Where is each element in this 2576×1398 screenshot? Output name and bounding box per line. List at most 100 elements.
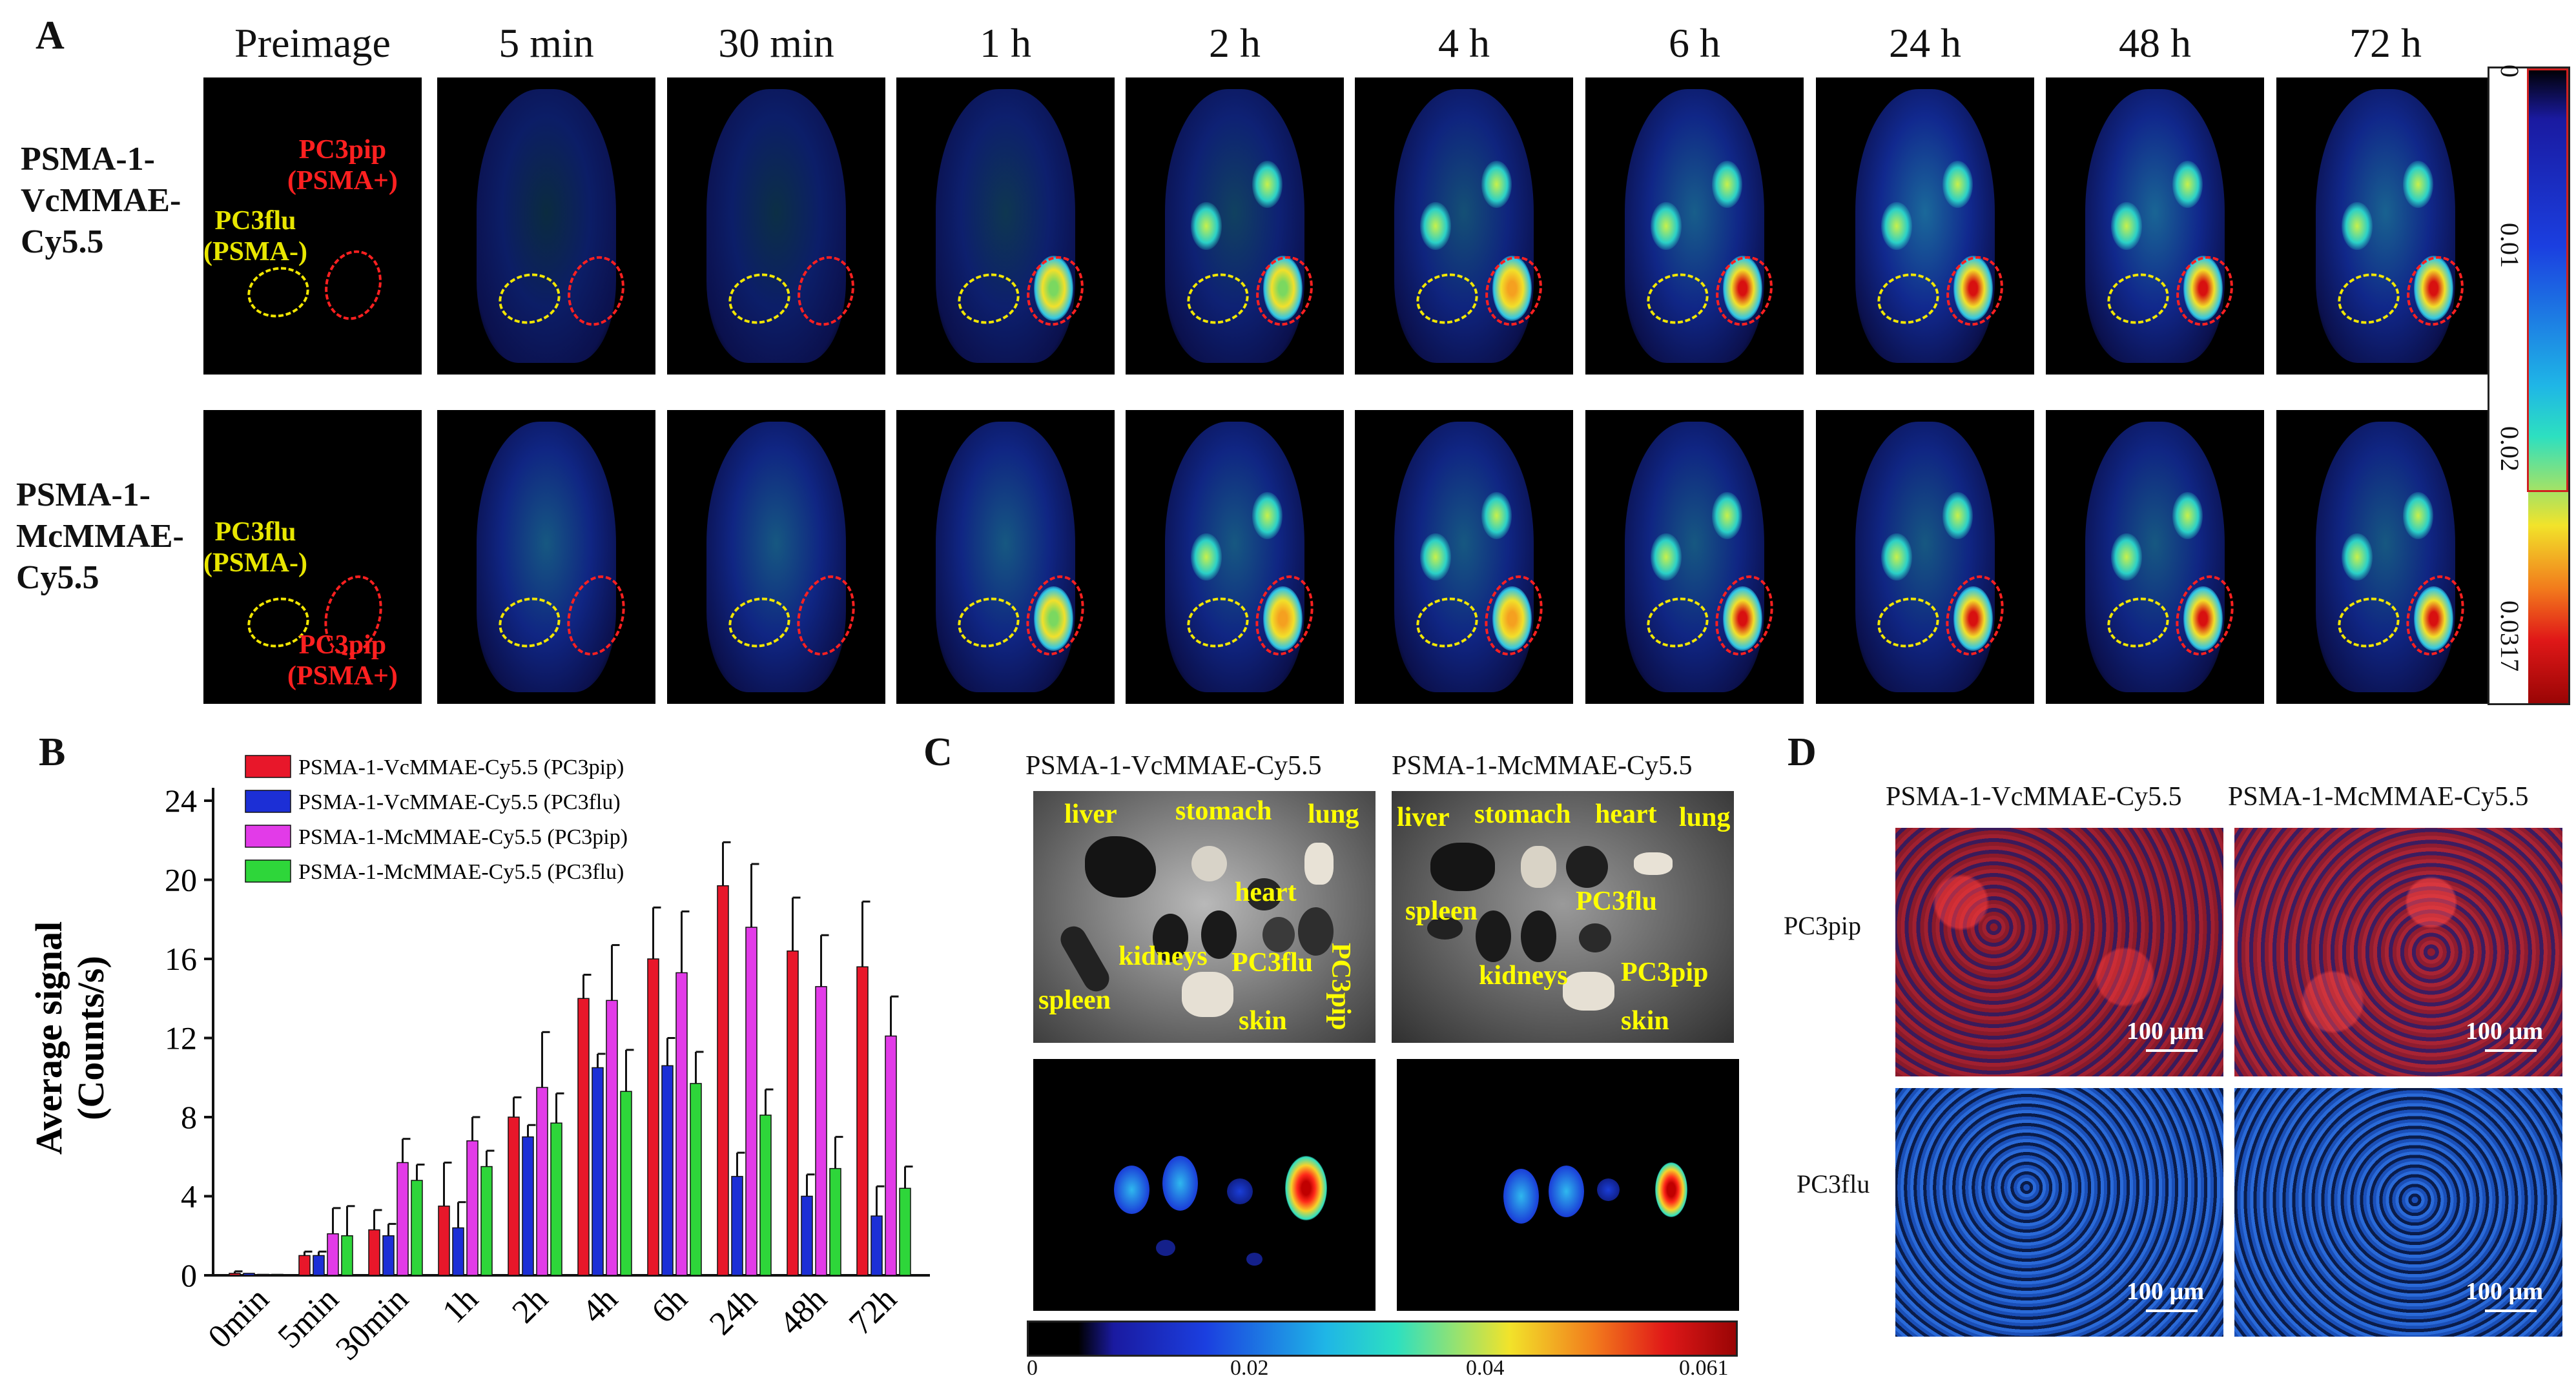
organ-glow	[1942, 160, 1973, 209]
organ-heart	[1566, 846, 1608, 888]
bar	[508, 1116, 520, 1276]
tumor-signal	[1722, 256, 1762, 322]
mouse-body	[476, 422, 617, 692]
annotation-line: (PSMA+)	[287, 661, 398, 691]
organ-glow	[1881, 202, 1912, 250]
bar	[243, 1273, 255, 1276]
organ-spleen	[1427, 917, 1463, 940]
colorbar-a-tick: 0.01	[2495, 223, 2524, 268]
mouse-fluorescence-image	[1126, 410, 1344, 704]
bar	[717, 885, 729, 1276]
organ-glow	[2172, 160, 2203, 209]
row-label-line: Cy5.5	[21, 223, 104, 260]
timepoint-label: 2 h	[1209, 20, 1261, 66]
histology-title-right: PSMA-1-McMMAE-Cy5.5	[2228, 782, 2529, 812]
organ-label: PC3pip	[1326, 943, 1355, 1031]
organ-skin	[1563, 972, 1614, 1011]
kidney-signal	[1503, 1169, 1539, 1224]
bar	[731, 1176, 743, 1276]
row-label-line: PSMA-1-	[21, 141, 155, 178]
row-label-line: Cy5.5	[16, 559, 99, 596]
annotation-line: PC3pip	[298, 135, 387, 165]
organ-lung	[1304, 843, 1334, 885]
timepoint-label: 5 min	[499, 20, 594, 66]
histology-row-label: PC3pip	[1784, 911, 1862, 940]
pc3pip-signal	[1285, 1156, 1327, 1220]
histology-mc-pc3flu: 100 µm	[2234, 1088, 2562, 1337]
panel-b-letter: B	[39, 730, 66, 774]
tumor-signal	[1492, 586, 1532, 652]
annotation-line: PC3flu	[214, 206, 296, 236]
timepoint-label: 4 h	[1438, 20, 1490, 66]
organ-glow	[1712, 492, 1743, 540]
organ-glow	[2342, 533, 2373, 581]
organ-label: liver	[1064, 799, 1117, 829]
kidney-signal	[1549, 1166, 1584, 1217]
y-tick-label: 4	[181, 1178, 197, 1215]
organ-photo-right	[1392, 791, 1734, 1043]
ex-vivo-fluorescence-right	[1397, 1059, 1739, 1311]
bar	[759, 1115, 772, 1276]
organ-pc3flu	[1262, 917, 1295, 952]
organ-label: stomach	[1474, 799, 1571, 829]
bar	[592, 1067, 604, 1276]
organ-liver	[1430, 843, 1495, 891]
colorbar-a-tick: 0.02	[2495, 426, 2524, 471]
organ-label: PC3pip	[1621, 958, 1709, 987]
annotation-line: (PSMA+)	[287, 166, 398, 196]
colorbar-c-tick: 0.04	[1466, 1356, 1505, 1380]
organ-label: heart	[1235, 878, 1297, 907]
scale-bar	[2485, 1049, 2537, 1052]
legend-label: PSMA-1-VcMMAE-Cy5.5 (PC3flu)	[298, 790, 621, 814]
pc3pip-annotation-row2: PC3pip (PSMA+)	[287, 630, 398, 692]
mouse-fluorescence-image	[1585, 77, 1804, 375]
bar	[856, 966, 869, 1276]
organ-kidney	[1521, 910, 1556, 962]
mouse-fluorescence-image	[667, 410, 885, 704]
scale-bar-label: 100 µm	[2465, 1018, 2543, 1045]
organ-label: skin	[1621, 1006, 1669, 1036]
panel-c-letter: C	[923, 730, 953, 774]
legend-swatch	[245, 859, 291, 883]
bar	[787, 951, 799, 1276]
bar	[327, 1233, 339, 1276]
organ-label: heart	[1595, 799, 1657, 829]
timepoint-label: 30 min	[718, 20, 834, 66]
organ-lung	[1634, 852, 1673, 875]
pc3pip-roi-ellipse	[317, 243, 389, 327]
legend-label: PSMA-1-McMMAE-Cy5.5 (PC3flu)	[298, 860, 624, 884]
organ-skin	[1182, 972, 1233, 1017]
bar	[452, 1227, 464, 1276]
histology-title-left: PSMA-1-VcMMAE-Cy5.5	[1886, 782, 2182, 812]
x-tick-label: 6h	[644, 1280, 694, 1330]
scale-bar-label: 100 µm	[2126, 1018, 2204, 1045]
organ-label: PC3flu	[1576, 887, 1657, 916]
timepoint-label: 24 h	[1889, 20, 1961, 66]
bar	[298, 1255, 311, 1276]
annotation-line: (PSMA-)	[203, 548, 307, 578]
pc3pip-signal	[1655, 1162, 1687, 1217]
organ-glow	[1881, 533, 1912, 581]
scale-bar	[2146, 1310, 2198, 1312]
x-tick-label: 30min	[329, 1280, 415, 1367]
organ-heart	[1246, 878, 1282, 910]
bar	[397, 1162, 409, 1276]
tumor-signal	[1953, 586, 1993, 652]
organ-liver	[1085, 836, 1156, 898]
organ-label: lung	[1308, 799, 1359, 829]
bar	[606, 1000, 618, 1276]
organ-glow	[2403, 160, 2434, 209]
organ-label: stomach	[1175, 796, 1272, 826]
scale-bar-label: 100 µm	[2465, 1278, 2543, 1305]
bar	[620, 1091, 632, 1276]
organ-label: lung	[1679, 803, 1731, 832]
x-tick-label: 24h	[703, 1280, 764, 1342]
x-tick-label: 48h	[772, 1280, 834, 1342]
y-axis-label: (Counts/s)	[70, 956, 112, 1120]
organ-glow	[1712, 160, 1743, 209]
organ-photo-left	[1033, 791, 1376, 1043]
mouse-fluorescence-image	[896, 77, 1115, 375]
organ-pc3flu	[1579, 923, 1611, 952]
timepoint-label: 1 h	[980, 20, 1031, 66]
colorbar-a-tick: 0.0317	[2495, 601, 2524, 672]
